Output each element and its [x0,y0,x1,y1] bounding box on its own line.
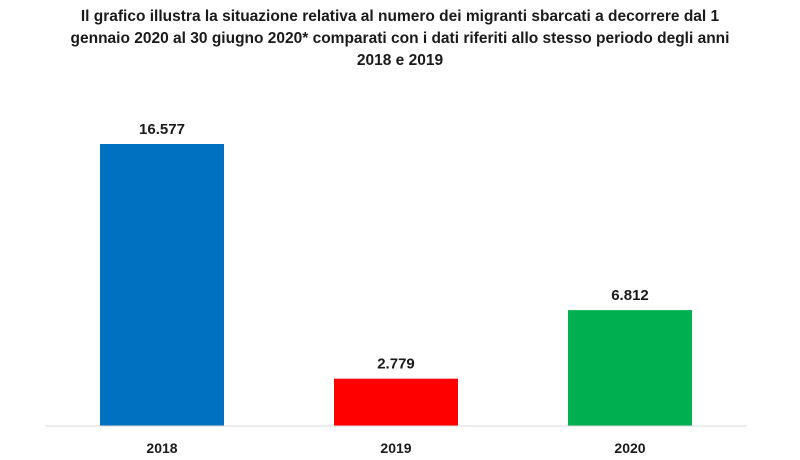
chart-title: Il grafico illustra la situazione relati… [70,8,730,69]
bar-2018 [100,144,224,426]
data-label-2018: 16.577 [139,121,185,138]
data-label-2019: 2.779 [377,356,415,373]
x-tick-label-2020: 2020 [614,440,645,456]
bar-2019 [334,378,458,426]
x-tick-label-2019: 2019 [380,440,411,456]
x-tick-label-2018: 2018 [146,440,177,456]
bar-2020 [568,310,692,426]
data-label-2020: 6.812 [611,287,649,304]
